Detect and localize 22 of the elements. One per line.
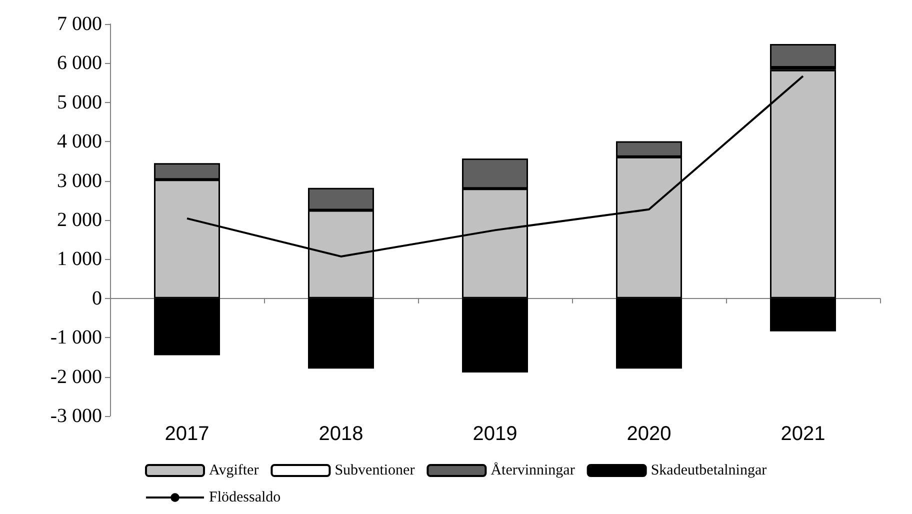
- y-tick-label: -2 000: [50, 366, 102, 388]
- x-tick-label: 2019: [472, 423, 518, 445]
- y-tick-label: 2 000: [57, 209, 102, 231]
- legend-label: Återvinningar: [490, 462, 575, 478]
- x-tick-label: 2018: [318, 423, 364, 445]
- y-tick-label: -1 000: [50, 326, 102, 349]
- x-tick-label: 2020: [626, 423, 672, 445]
- y-tick-label: 0: [92, 287, 102, 310]
- legend-label: Skadeutbetalningar: [650, 462, 767, 478]
- x-tick-label: 2017: [164, 423, 210, 445]
- legend-label: Flödessaldo: [209, 490, 281, 506]
- y-tick-label: 5 000: [57, 91, 102, 114]
- y-tick-label: 6 000: [57, 52, 102, 74]
- y-tick-label: 1 000: [57, 248, 102, 270]
- x-tick-label: 2021: [780, 423, 826, 445]
- y-tick-label: 3 000: [57, 170, 102, 192]
- bar: [770, 44, 836, 68]
- y-tick-label: 4 000: [57, 130, 102, 153]
- legend-label: Avgifter: [209, 462, 259, 478]
- y-tick-label: 7 000: [57, 13, 102, 35]
- y-tick-label: -3 000: [50, 405, 102, 427]
- legend-label: Subventioner: [334, 462, 415, 478]
